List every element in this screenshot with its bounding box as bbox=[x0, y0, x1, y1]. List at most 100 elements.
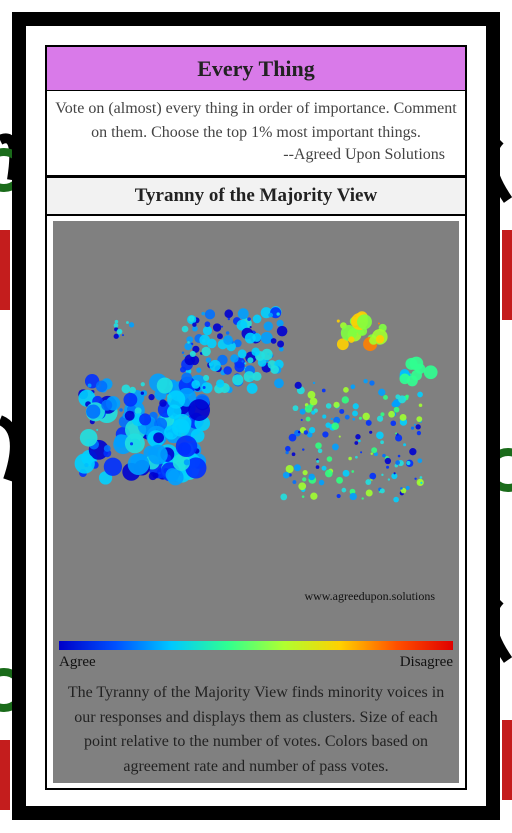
cluster-point bbox=[251, 347, 260, 356]
cluster-point bbox=[318, 479, 325, 486]
cluster-point bbox=[310, 492, 318, 500]
cluster-point bbox=[298, 482, 307, 491]
cluster-point bbox=[395, 434, 403, 442]
cluster-point bbox=[244, 362, 247, 365]
cluster-point bbox=[330, 417, 333, 421]
cluster-point bbox=[230, 354, 239, 363]
cluster-point bbox=[403, 443, 407, 447]
cluster-point bbox=[280, 493, 288, 501]
cluster-point bbox=[121, 334, 125, 337]
cluster-point bbox=[331, 422, 340, 430]
cluster-point bbox=[302, 448, 305, 451]
cluster-point bbox=[199, 334, 211, 346]
cluster-point bbox=[395, 460, 400, 465]
cluster-point bbox=[351, 386, 354, 389]
cluster-point bbox=[325, 422, 331, 428]
cluster-point bbox=[209, 359, 221, 372]
cluster-point bbox=[311, 410, 316, 415]
cluster-point bbox=[341, 396, 349, 404]
cluster-point bbox=[114, 319, 119, 324]
cluster-point bbox=[165, 468, 180, 482]
cluster-point bbox=[147, 444, 168, 465]
cluster-point bbox=[386, 465, 390, 469]
cluster-point bbox=[205, 357, 212, 363]
cluster-point bbox=[247, 357, 254, 364]
cluster-point bbox=[140, 391, 144, 395]
cluster-point bbox=[263, 321, 273, 331]
cluster-point bbox=[344, 414, 350, 420]
cluster-point bbox=[276, 312, 280, 316]
cluster-point bbox=[384, 457, 392, 465]
cluster-point bbox=[185, 457, 207, 479]
cluster-point bbox=[74, 453, 95, 474]
cluster-point bbox=[369, 380, 375, 386]
cluster-point bbox=[380, 440, 384, 445]
cluster-point bbox=[128, 322, 135, 328]
cluster-point bbox=[326, 456, 333, 462]
cluster-point bbox=[134, 407, 142, 415]
cluster-point bbox=[148, 472, 157, 481]
cluster-point bbox=[358, 416, 362, 420]
cluster-point bbox=[294, 381, 302, 389]
cluster-point bbox=[223, 366, 232, 375]
visualization: www.agreedupon.solutions Agree Disagree … bbox=[53, 221, 459, 783]
cluster-point bbox=[336, 476, 343, 484]
cluster-point bbox=[192, 322, 197, 327]
cluster-point bbox=[261, 348, 273, 361]
cluster-point bbox=[308, 473, 316, 481]
cluster-point bbox=[376, 415, 384, 422]
cluster-point bbox=[79, 428, 98, 447]
cluster-point bbox=[325, 403, 332, 409]
cluster-point bbox=[399, 373, 411, 385]
cluster-point bbox=[126, 321, 129, 324]
cluster-point bbox=[417, 391, 423, 398]
cluster-point bbox=[276, 319, 284, 327]
cluster-point bbox=[184, 342, 193, 351]
cluster-point bbox=[86, 404, 101, 419]
cluster-point bbox=[325, 469, 333, 478]
cluster-point bbox=[342, 469, 350, 477]
cluster-point bbox=[180, 366, 187, 373]
cluster-point bbox=[316, 459, 320, 463]
cluster-point bbox=[192, 345, 200, 353]
cluster-point bbox=[285, 445, 291, 452]
cluster-point bbox=[363, 379, 368, 384]
cluster-point bbox=[139, 413, 152, 426]
cluster-point bbox=[352, 403, 359, 410]
cluster-point bbox=[376, 431, 384, 440]
cluster-point bbox=[159, 399, 167, 407]
cluster-point bbox=[379, 488, 385, 494]
cluster-point bbox=[237, 308, 249, 320]
cluster-point bbox=[293, 464, 301, 472]
cluster-point bbox=[352, 417, 356, 421]
cluster-point bbox=[309, 397, 318, 406]
title: Every Thing bbox=[45, 45, 467, 91]
cluster-point bbox=[297, 430, 301, 434]
cluster-point bbox=[276, 325, 288, 337]
cluster-point bbox=[361, 497, 364, 500]
cluster-point bbox=[302, 477, 307, 482]
cluster-point bbox=[217, 333, 223, 340]
cluster-point bbox=[278, 346, 284, 352]
cluster-point bbox=[232, 374, 244, 386]
scale-low: Agree bbox=[59, 654, 96, 670]
cluster-point bbox=[113, 333, 119, 339]
cluster-point bbox=[365, 489, 373, 497]
cluster-point bbox=[362, 412, 370, 421]
cluster-point bbox=[377, 322, 380, 325]
cluster-point bbox=[358, 439, 361, 443]
cluster-point bbox=[315, 442, 322, 449]
cluster-point bbox=[420, 481, 423, 484]
cluster-point bbox=[365, 479, 372, 485]
cluster-point bbox=[123, 392, 138, 407]
cluster-point bbox=[303, 430, 309, 435]
cluster-point bbox=[369, 430, 373, 434]
cluster-point bbox=[189, 350, 196, 357]
cluster-point bbox=[183, 459, 190, 466]
cluster-point bbox=[119, 408, 123, 412]
cluster-point bbox=[413, 423, 416, 426]
cluster-point bbox=[201, 382, 213, 394]
cluster-point bbox=[121, 384, 131, 394]
cluster-point bbox=[357, 314, 372, 330]
cluster-point bbox=[410, 426, 415, 430]
